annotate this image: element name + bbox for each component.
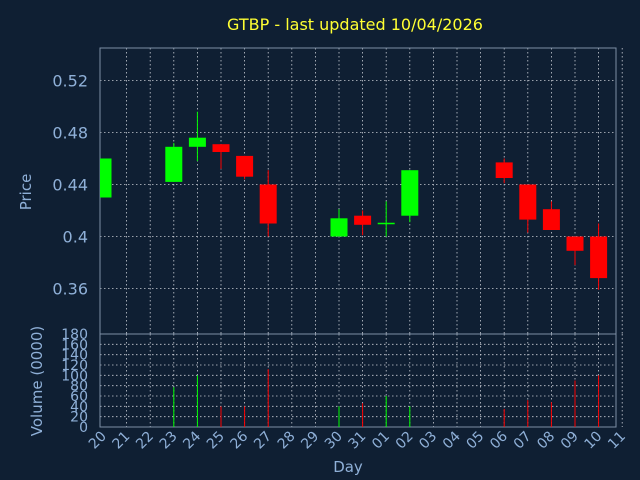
x-tick-label: 10 [582,429,606,453]
candle-body [401,170,419,216]
x-tick-label: 28 [275,429,299,453]
x-tick-label: 07 [511,429,535,453]
price-axis-ticks: 0.52 0.48 0.44 0.4 0.36 [52,72,88,299]
candle-body [590,236,608,279]
x-tick-label: 31 [346,429,370,453]
candle-body [542,209,560,230]
x-tick-label: 22 [133,429,157,453]
candle [519,184,537,233]
candle-body [495,162,513,178]
x-tick-label: 26 [228,428,252,452]
x-axis-ticks: 20 21 22 23 24 25 26 27 28 29 30 31 01 02 03 04 05 06 07 08… [86,428,629,452]
volume-bars [173,369,600,427]
price-panel-frame [99,47,617,335]
candle [542,201,560,230]
candle [236,155,254,180]
x-tick-label: 01 [369,429,393,453]
candle [495,158,513,184]
x-tick-label: 03 [416,429,440,453]
candle-body [354,215,372,225]
price-axis-label: Price [17,174,35,211]
price-tick-label: 0.44 [52,176,88,195]
candle [401,170,419,223]
candle [188,111,206,162]
candle-body [236,155,254,177]
x-tick-label: 23 [157,429,181,453]
price-tick-label: 0.52 [52,72,88,91]
x-tick-label: 24 [180,428,204,452]
candle-body [519,184,537,220]
volume-tick-label: 180 [61,327,88,343]
candle [566,236,584,266]
x-tick-label: 06 [487,428,511,452]
candle-body [212,144,230,152]
volume-tick-label: 20 [70,410,88,426]
x-tick-label: 21 [110,429,134,453]
x-tick-label: 08 [534,429,558,453]
x-tick-label: 27 [251,429,275,453]
volume-tick-label: 60 [70,389,88,405]
candle [259,170,277,237]
price-tick-label: 0.4 [63,228,88,247]
x-axis-label: Day [333,458,363,476]
volume-tick-label: 140 [61,348,88,364]
x-tick-label: 04 [440,428,464,452]
x-tick-label: 25 [204,429,228,453]
candle [590,223,608,290]
x-tick-label: 09 [558,429,582,453]
candle [165,142,183,182]
chart-title: GTBP - last updated 10/04/2026 [227,15,483,34]
volume-tick-label: 160 [61,337,88,353]
candle [100,158,112,198]
candle [330,209,348,237]
x-tick-label: 11 [605,429,629,453]
x-tick-label: 02 [393,429,417,453]
candle-body [330,218,348,237]
volume-tick-label: 0 [79,420,88,436]
volume-panel-frame [99,333,617,428]
price-tick-label: 0.48 [52,124,88,143]
volume-grid [100,334,623,427]
candle-body [188,137,206,147]
candle [212,144,230,169]
candle-body [566,236,584,251]
x-tick-label: 05 [464,429,488,453]
candles [100,111,608,290]
volume-tick-label: 40 [70,399,88,415]
candle-body [100,158,112,198]
volume-tick-label: 120 [61,358,88,374]
volume-tick-label: 100 [61,368,88,384]
price-tick-label: 0.36 [52,280,88,299]
x-tick-label: 30 [322,429,346,453]
candle [377,201,395,237]
x-tick-label: 20 [86,429,110,453]
price-grid [100,48,623,334]
volume-axis-label: Volume (0000) [28,326,46,436]
x-tick-label: 29 [298,429,322,453]
candle-body [259,184,277,224]
candle [354,210,372,236]
volume-tick-label: 80 [70,379,88,395]
candle-body [165,146,183,182]
